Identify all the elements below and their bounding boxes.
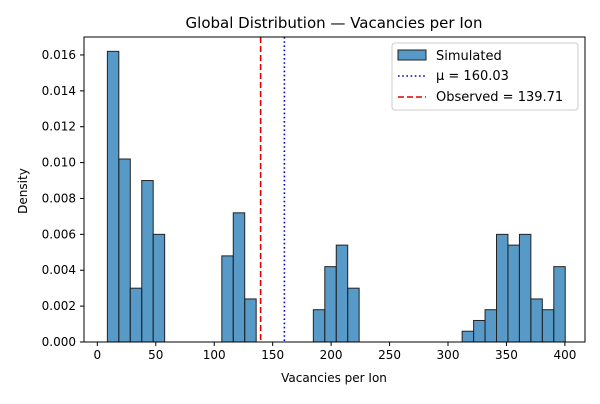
histogram-bar-5 [152,233,166,343]
histogram-bar-7 [232,212,246,343]
histogram-bar-8 [244,298,257,343]
y-tick-label-0.010: 0.010 [42,156,76,170]
chart-title: Global Distribution — Vacancies per Ion [186,14,483,32]
legend-label-mean: μ = 160.03 [436,69,509,84]
plot-area: 0 50 100 150 200 250 300 350 400 0.000 0.002 0.004 0… [42,36,586,362]
axes-frame [83,36,586,343]
legend-label-simulated: Simulated [436,49,502,64]
x-tick-label-300: 300 [437,348,460,362]
histogram-bar-19 [530,298,543,343]
y-tick-label-0.014: 0.014 [42,84,76,98]
x-tick-label-150: 150 [261,348,284,362]
y-tick-label-0.012: 0.012 [42,120,76,134]
legend: Simulated μ = 160.03 Observed = 139.71 [391,42,579,111]
y-tick-label-0.002: 0.002 [42,299,76,313]
x-tick-label-100: 100 [203,348,226,362]
y-axis-label: Density [16,168,30,214]
y-tick-label-0.016: 0.016 [42,48,76,62]
x-tick-label-400: 400 [553,348,576,362]
histogram-bar-13 [461,330,475,343]
y-tick-label-0.006: 0.006 [42,227,76,241]
y-tick-label-0.008: 0.008 [42,191,76,205]
legend-label-observed: Observed = 139.71 [436,90,563,105]
histogram-bar-11 [335,244,349,343]
x-tick-label-200: 200 [320,348,343,362]
x-tick-label-50: 50 [148,348,163,362]
legend-swatch-simulated [397,49,427,61]
histogram-bar-10 [324,266,337,343]
histogram-bar-4 [141,180,154,343]
histogram-bar-16 [496,233,509,343]
histogram-bar-18 [518,233,532,343]
legend-box [391,42,579,111]
y-tick-label-0.000: 0.000 [42,335,76,349]
y-tick-label-0.004: 0.004 [42,263,76,277]
histogram-bar-2 [118,158,131,343]
x-axis-label: Vacancies per Ion [281,371,387,385]
x-tick-label-350: 350 [495,348,518,362]
x-tick-label-250: 250 [378,348,401,362]
histogram-bar-9 [312,309,326,343]
histogram-bar-14 [473,319,486,343]
x-tick-label-0: 0 [94,348,102,362]
histogram-bar-6 [221,255,234,343]
histogram-bar-20 [541,309,555,343]
histogram-bar-12 [347,287,360,343]
histogram-bar-17 [507,244,520,343]
histogram-bar-1 [106,50,120,343]
histogram-bar-15 [484,309,498,343]
histogram-bar-21 [553,266,566,343]
histogram-bar-3 [129,287,143,343]
